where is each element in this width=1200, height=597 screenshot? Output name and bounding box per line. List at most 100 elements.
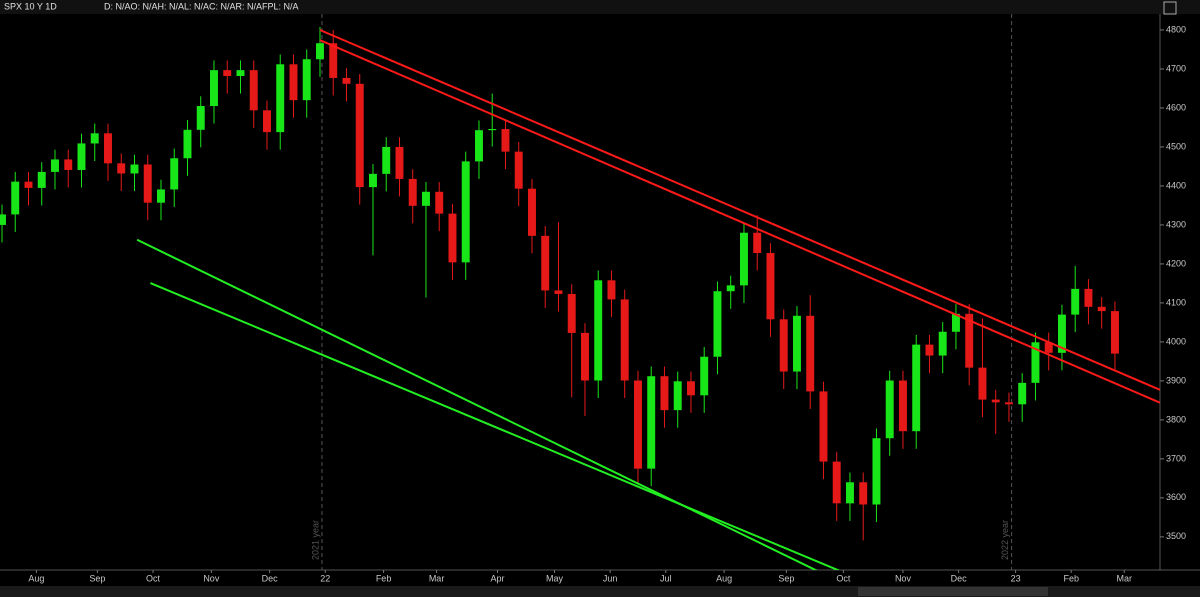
x-tick-label: Dec [951,573,968,583]
candle-body [51,159,59,172]
candle-body [554,290,563,294]
candle-body [24,181,33,188]
x-tick-label: 22 [320,573,330,583]
candle-body [1071,288,1080,315]
candle-body [302,59,311,101]
candle-body [104,133,112,164]
candle-body [1018,382,1027,405]
y-tick-label: 4000 [1166,336,1186,346]
settings-icon[interactable] [1163,1,1177,15]
y-tick-label: 4700 [1166,63,1186,73]
candle-body [117,163,126,174]
candle-body [77,143,86,170]
candle-body [713,291,722,357]
y-tick-label: 4800 [1166,24,1186,34]
candle-body [249,70,258,111]
year-label: 2022 year [1000,520,1010,560]
candle-body [37,171,46,188]
candle-body [0,214,6,225]
x-tick-label: Jun [603,573,618,583]
candle-body [633,380,642,469]
candle-body [316,43,324,60]
candle-body [382,146,391,174]
candle-body [845,482,854,504]
candle-body [408,178,417,206]
scroll-thumb[interactable] [858,587,1048,596]
candle-body [395,146,404,179]
trend-line [319,39,1160,404]
candle-body [90,133,99,144]
candle-body [369,173,377,188]
x-tick-label: Aug [28,573,44,583]
candle-body [872,438,881,505]
candle-body [965,313,974,368]
x-tick-label: Dec [262,573,279,583]
candle-body [183,129,192,159]
candle-body [1057,314,1066,353]
y-tick-label: 4100 [1166,297,1186,307]
candle-body [580,332,589,381]
candle-body [289,64,298,101]
candle-body [170,158,179,190]
candle-body [660,376,669,411]
candle-body [1110,311,1119,354]
candle-body [448,213,457,263]
candle-body [726,285,735,292]
candle-body [885,380,894,439]
x-tick-label: Apr [491,573,505,583]
x-tick-label: May [546,573,564,583]
candle-body [435,191,444,214]
candle-body [223,70,232,76]
candle-body [806,315,815,392]
y-tick-label: 3700 [1166,453,1186,463]
candle-body [157,189,165,203]
chart-subtitle: D: N/AO: N/AH: N/AL: N/AC: N/AR: N/AFPL:… [104,1,299,11]
candle-body [276,64,285,133]
x-tick-label: Feb [1063,573,1079,583]
candle-body [355,83,364,188]
candle-body [832,461,841,504]
y-tick-label: 4600 [1166,102,1186,112]
y-tick-label: 3800 [1166,414,1186,424]
y-tick-label: 3500 [1166,531,1186,541]
candle-body [210,70,218,107]
y-tick-label: 4500 [1166,141,1186,151]
candle-body [263,110,271,133]
candle-body [739,232,748,286]
candle-body [912,344,921,432]
candle-body [567,293,576,333]
trend-line [319,29,1160,391]
x-tick-label: Jul [660,573,672,583]
candle-body [527,188,536,236]
header-bar [0,0,1200,14]
candle-body [766,253,775,320]
candle-body [1044,342,1053,353]
candle-body [1031,342,1040,383]
candle-body [11,181,20,215]
candle-body [938,331,947,356]
candle-body [130,164,139,174]
candle-body [1097,306,1106,312]
x-tick-label: Oct [146,573,161,583]
candle-body [819,391,828,462]
candle-body [143,164,152,203]
candle-body [514,151,523,189]
x-tick-label: Mar [1116,573,1132,583]
candle-body [594,280,603,381]
trend-line [136,238,818,570]
candle-body [978,367,987,400]
candle-body [991,399,1000,403]
x-tick-label: Nov [895,573,912,583]
candle-body [647,376,656,469]
candle-body [501,129,510,152]
candle-body [64,159,73,170]
year-label: 2021 year [310,520,320,560]
candle-body [421,191,430,206]
scrollbar[interactable] [0,586,1200,597]
plot-area: 2021 year 2022 year [0,14,1160,570]
x-tick-label: Nov [203,573,220,583]
candle-body [951,313,960,332]
candle-body [1084,288,1093,307]
